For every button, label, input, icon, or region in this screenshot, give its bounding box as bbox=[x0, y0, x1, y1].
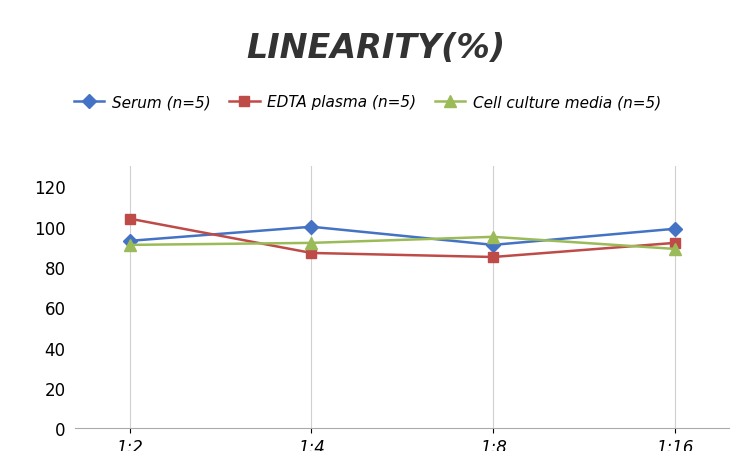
EDTA plasma (n=5) bbox=[489, 255, 498, 260]
Serum (n=5) bbox=[307, 225, 316, 230]
EDTA plasma (n=5) bbox=[671, 241, 680, 246]
Serum (n=5) bbox=[489, 243, 498, 248]
EDTA plasma (n=5) bbox=[307, 251, 316, 256]
Line: EDTA plasma (n=5): EDTA plasma (n=5) bbox=[125, 214, 680, 262]
Cell culture media (n=5) bbox=[125, 243, 134, 248]
Cell culture media (n=5) bbox=[671, 247, 680, 252]
EDTA plasma (n=5) bbox=[125, 216, 134, 222]
Cell culture media (n=5) bbox=[307, 241, 316, 246]
Cell culture media (n=5) bbox=[489, 235, 498, 240]
Legend: Serum (n=5), EDTA plasma (n=5), Cell culture media (n=5): Serum (n=5), EDTA plasma (n=5), Cell cul… bbox=[68, 89, 667, 116]
Line: Cell culture media (n=5): Cell culture media (n=5) bbox=[124, 232, 681, 255]
Text: LINEARITY(%): LINEARITY(%) bbox=[247, 32, 505, 64]
Line: Serum (n=5): Serum (n=5) bbox=[125, 222, 680, 250]
Serum (n=5) bbox=[125, 239, 134, 244]
Serum (n=5) bbox=[671, 226, 680, 232]
